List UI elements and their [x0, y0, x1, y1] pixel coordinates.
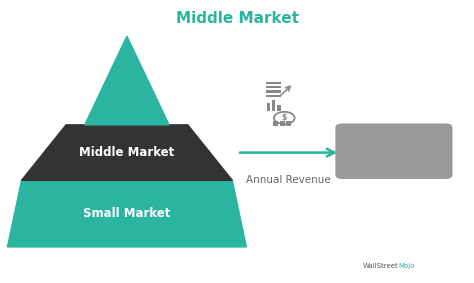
Polygon shape [85, 36, 169, 125]
Bar [265, 95, 281, 97]
Text: Large: Large [108, 80, 146, 93]
Bar [280, 121, 285, 126]
Bar [277, 105, 281, 111]
Text: Middle Market: Middle Market [79, 146, 174, 159]
Text: Small Market: Small Market [83, 207, 171, 220]
Text: $10 million to
$1 billion: $10 million to $1 billion [348, 136, 439, 166]
Bar [273, 121, 278, 126]
Bar [266, 103, 270, 111]
Text: $: $ [282, 113, 287, 123]
Polygon shape [21, 125, 232, 180]
Text: Annual Revenue: Annual Revenue [246, 175, 331, 185]
Bar [286, 121, 292, 126]
FancyBboxPatch shape [336, 123, 453, 179]
Text: Middle Market: Middle Market [175, 11, 299, 26]
Text: WallStreet: WallStreet [363, 263, 399, 269]
Bar [265, 82, 281, 84]
Bar [272, 100, 275, 111]
Text: Mojo: Mojo [399, 263, 415, 269]
Bar [265, 86, 281, 88]
Polygon shape [8, 180, 246, 247]
Bar [265, 91, 281, 93]
